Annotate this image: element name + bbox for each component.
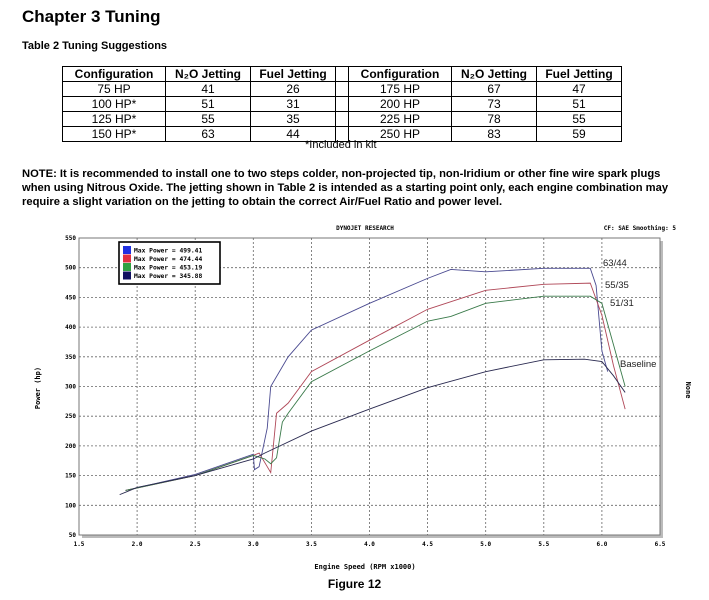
legend-swatch bbox=[123, 254, 131, 263]
y-tick-label: 100 bbox=[65, 502, 76, 509]
series-label: 55/35 bbox=[605, 280, 629, 291]
x-tick-label: 1.5 bbox=[74, 541, 85, 548]
table-cell: 59 bbox=[536, 126, 622, 142]
y-axis-label: Power (hp) bbox=[34, 367, 42, 409]
legend-entry: Max Power = 453.19 bbox=[134, 265, 202, 272]
series-line-baseline bbox=[119, 358, 626, 496]
header-n2o: N₂O Jetting bbox=[451, 66, 537, 82]
table-cell: 47 bbox=[536, 81, 622, 97]
legend-entry: Max Power = 345.88 bbox=[134, 273, 202, 280]
table-cell: 51 bbox=[536, 96, 622, 112]
y-tick-label: 150 bbox=[65, 473, 76, 480]
tuning-table: Configuration N₂O Jetting Fuel Jetting C… bbox=[62, 66, 622, 142]
table-cell: 125 HP* bbox=[62, 111, 166, 127]
table-cell: 31 bbox=[250, 96, 336, 112]
chart-title: DYNOJET RESEARCH bbox=[336, 225, 394, 232]
y-tick-label: 550 bbox=[65, 235, 76, 242]
x-tick-label: 4.0 bbox=[364, 541, 375, 548]
series-label: Baseline bbox=[620, 359, 656, 370]
legend-swatch bbox=[123, 271, 131, 280]
legend-entry: Max Power = 499.41 bbox=[134, 248, 202, 255]
series-label: 51/31 bbox=[610, 298, 634, 309]
x-tick-label: 5.5 bbox=[538, 541, 549, 548]
x-tick-label: 4.5 bbox=[422, 541, 433, 548]
table-cell: 225 HP bbox=[348, 111, 452, 127]
x-tick-label: 2.5 bbox=[190, 541, 201, 548]
figure-caption: Figure 12 bbox=[327, 577, 382, 591]
table-footnote: *Included in kit bbox=[305, 139, 377, 151]
y-tick-label: 350 bbox=[65, 354, 76, 361]
y-tick-label: 50 bbox=[69, 532, 77, 539]
x-tick-label: 6.5 bbox=[655, 541, 666, 548]
legend-swatch bbox=[123, 246, 131, 254]
series-line-55-35 bbox=[125, 282, 626, 491]
x-tick-label: 2.0 bbox=[132, 541, 143, 548]
y-tick-label: 200 bbox=[65, 443, 76, 450]
legend-entry: Max Power = 474.44 bbox=[134, 256, 202, 263]
x-tick-label: 5.0 bbox=[480, 541, 491, 548]
y-tick-label: 500 bbox=[65, 265, 76, 272]
table-cell: 150 HP* bbox=[62, 126, 166, 142]
y-tick-label: 400 bbox=[65, 324, 76, 331]
y-tick-label: 450 bbox=[65, 294, 76, 301]
series-line-63-44 bbox=[125, 267, 609, 491]
table-cell: 75 HP bbox=[62, 81, 166, 97]
header-n2o: N₂O Jetting bbox=[165, 66, 251, 82]
y-tick-label: 250 bbox=[65, 413, 76, 420]
table-row: 100 HP* 51 31 200 HP 73 51 bbox=[62, 96, 622, 112]
legend-swatch bbox=[123, 263, 131, 271]
x-axis-label: Engine Speed (RPM x1000) bbox=[314, 563, 415, 571]
legend-box bbox=[118, 241, 221, 285]
table-title: Table 2 Tuning Suggestions bbox=[22, 40, 168, 52]
note-paragraph: NOTE: It is recommended to install one t… bbox=[22, 168, 669, 208]
chapter-title: Chapter 3 Tuning bbox=[22, 7, 161, 26]
series-label: 63/44 bbox=[603, 258, 627, 269]
y-tick-label: 300 bbox=[65, 384, 76, 391]
x-tick-label: 3.5 bbox=[306, 541, 317, 548]
chart-header-right: CF: SAE Smoothing: 5 bbox=[604, 225, 677, 232]
x-tick-label: 3.0 bbox=[248, 541, 259, 548]
table-row: 75 HP 41 26 175 HP 67 47 bbox=[62, 81, 622, 97]
table-cell: 51 bbox=[165, 96, 251, 112]
right-axis-label: None bbox=[684, 382, 692, 399]
table-cell: 250 HP bbox=[348, 126, 452, 142]
x-tick-label: 6.0 bbox=[596, 541, 607, 548]
series-line-51-31 bbox=[125, 295, 626, 491]
table-row: 150 HP* 63 44 250 HP 83 59 bbox=[62, 126, 622, 142]
table-cell: 44 bbox=[250, 126, 336, 142]
table-header-row: Configuration N₂O Jetting Fuel Jetting C… bbox=[62, 66, 622, 82]
